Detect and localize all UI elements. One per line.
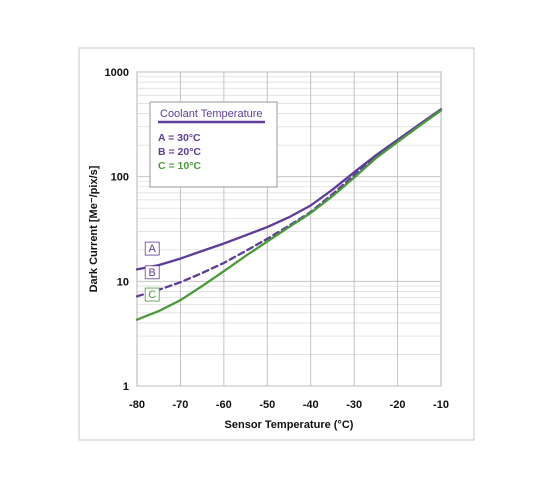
- legend: Coolant Temperature A = 30°C B = 20°C C …: [149, 101, 278, 188]
- series-lines: [135, 108, 443, 321]
- y-axis-title: Dark Current [Me⁻/pix/s]: [88, 165, 100, 292]
- curve-tag-a: A: [144, 241, 160, 256]
- legend-entry-a: A = 30°C: [158, 132, 201, 144]
- y-tick-label: 1: [123, 381, 129, 393]
- legend-box: [149, 101, 278, 188]
- x-tick-label: -30: [346, 399, 362, 411]
- x-tick-label: -40: [303, 399, 319, 411]
- curve-tags: ABC: [144, 241, 160, 302]
- y-tick-label: 10: [117, 276, 129, 288]
- legend-entry-c: C = 10°C: [158, 160, 201, 172]
- y-tick-label: 1000: [105, 67, 129, 79]
- curve-tag-label: C: [148, 289, 156, 301]
- y-axis-tick-labels: 1 10 100 1000: [105, 67, 129, 393]
- x-tick-label: -50: [259, 399, 275, 411]
- series-line-a: [135, 108, 443, 271]
- curve-tag-label: A: [149, 243, 157, 255]
- legend-entry-b: B = 20°C: [158, 146, 201, 158]
- x-tick-label: -80: [129, 399, 145, 411]
- series-line-b: [135, 108, 443, 298]
- curve-tag-box: [144, 241, 160, 256]
- x-tick-label: -10: [433, 399, 449, 411]
- legend-title: Coolant Temperature: [160, 108, 263, 120]
- x-tick-label: -20: [390, 399, 406, 411]
- curve-tag-b: B: [144, 265, 160, 280]
- series-line-c: [135, 109, 443, 321]
- x-tick-label: -60: [216, 399, 232, 411]
- x-tick-label: -70: [172, 399, 188, 411]
- curve-tag-c: C: [144, 287, 160, 302]
- x-axis-title: Sensor Temperature (°C): [225, 419, 354, 431]
- curve-tag-box: [144, 287, 160, 302]
- curve-tag-box: [144, 265, 160, 280]
- x-axis-tick-labels: -80 -70 -60 -50 -40 -30 -20 -10: [129, 399, 449, 411]
- curve-tag-label: B: [149, 267, 156, 279]
- y-tick-label: 100: [111, 172, 129, 184]
